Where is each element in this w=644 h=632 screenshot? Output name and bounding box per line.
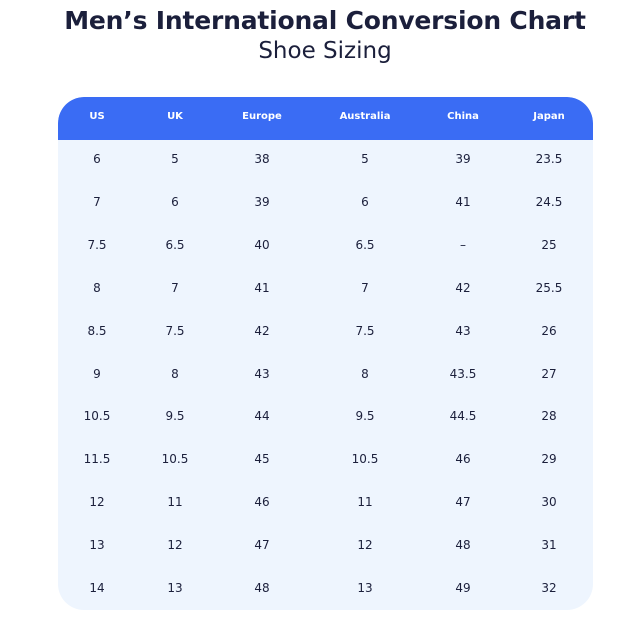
table-cell: 39	[455, 152, 471, 166]
table-cell: 39	[254, 194, 270, 209]
table-cell: 31	[541, 538, 557, 553]
table-cell: 6.5	[165, 237, 185, 252]
column-header-australia: Australia	[339, 111, 391, 122]
table-cell: 7.5	[165, 323, 185, 338]
table-cell: 42	[455, 280, 471, 295]
table-cell: 10.5	[83, 409, 111, 424]
column-header-china: China	[447, 111, 479, 122]
table-cell: 46	[254, 495, 270, 510]
table-cell: 29	[541, 452, 557, 467]
table-cell: 23.5	[535, 152, 563, 166]
table-cell: 8	[361, 366, 369, 381]
table-cell: 5	[171, 152, 179, 166]
table-cell: 13	[167, 581, 183, 595]
table-cell: 49	[455, 581, 471, 595]
table-cell: 38	[254, 152, 270, 166]
table-cell: 8.5	[87, 323, 107, 338]
column-header-japan: Japan	[533, 111, 565, 122]
table-cell: 8	[93, 280, 101, 295]
table-cell: 9.5	[165, 409, 185, 424]
table-cell: 48	[254, 581, 270, 595]
table-cell: 13	[89, 538, 105, 553]
table-cell: 9	[93, 366, 101, 381]
table-cell: 43	[254, 366, 270, 381]
table-cell: 48	[455, 538, 471, 553]
table-cell: 12	[167, 538, 183, 553]
table-cell: 13	[357, 581, 373, 595]
table-cell: 5	[361, 152, 369, 166]
table-cell: 40	[254, 237, 270, 252]
table-cell: 32	[541, 581, 557, 595]
table-cell: 9.5	[355, 409, 375, 424]
table-cell: 7	[361, 280, 369, 295]
table-cell: 27	[541, 366, 557, 381]
table-cell: 28	[541, 409, 557, 424]
table-cell: 25.5	[535, 280, 563, 295]
table-cell: 7	[171, 280, 179, 295]
table-cell: 46	[455, 452, 471, 467]
table-cell: 25	[541, 237, 557, 252]
table-cell: –	[460, 237, 466, 252]
table-cell: 42	[254, 323, 270, 338]
table-cell: 47	[455, 495, 471, 510]
table-cell: 26	[541, 323, 557, 338]
table-cell: 10.5	[351, 452, 379, 467]
table-cell: 44	[254, 409, 270, 424]
column-header-us: US	[89, 111, 105, 122]
table-cell: 11.5	[83, 452, 111, 467]
table-cell: 44.5	[449, 409, 477, 424]
page-title: Men’s International Conversion Chart	[64, 6, 586, 35]
table-cell: 6.5	[355, 237, 375, 252]
table-cell: 6	[361, 194, 369, 209]
table-cell: 12	[89, 495, 105, 510]
table-cell: 14	[89, 581, 105, 595]
table-cell: 41	[455, 194, 471, 209]
table-cell: 6	[171, 194, 179, 209]
table-cell: 47	[254, 538, 270, 553]
table-cell: 8	[171, 366, 179, 381]
table-cell: 41	[254, 280, 270, 295]
table-cell: 10.5	[161, 452, 189, 467]
table-cell: 12	[357, 538, 373, 553]
table-cell: 30	[541, 495, 557, 510]
table-cell: 7.5	[87, 237, 107, 252]
table-cell: 11	[167, 495, 183, 510]
column-header-europe: Europe	[242, 111, 282, 122]
table-header-row: US UK Europe Australia China Japan	[58, 97, 593, 140]
table-cell: 7	[93, 194, 101, 209]
conversion-table: US UK Europe Australia China Japan 6 5 38 5 39 23.…	[58, 97, 593, 610]
table-cell: 43	[455, 323, 471, 338]
table-cell: 45	[254, 452, 270, 467]
page-subtitle: Shoe Sizing	[258, 38, 392, 64]
table-cell: 11	[357, 495, 373, 510]
table-cell: 6	[93, 152, 101, 166]
table-cell: 43.5	[449, 366, 477, 381]
column-header-uk: UK	[167, 111, 183, 122]
table-cell: 7.5	[355, 323, 375, 338]
table-cell: 24.5	[535, 194, 563, 209]
